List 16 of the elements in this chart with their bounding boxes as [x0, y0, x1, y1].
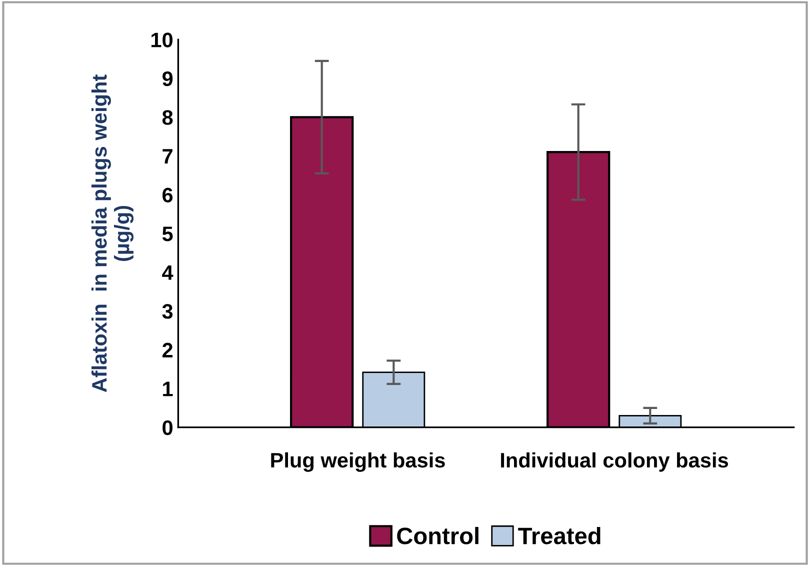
- y-tick-label: 6: [162, 188, 173, 202]
- x-tick-label: Plug weight basis: [271, 452, 445, 472]
- legend-label: Control: [397, 526, 478, 544]
- x-tick-label: Individual colony basis: [501, 452, 728, 472]
- y-tick-label: 2: [162, 342, 173, 358]
- y-tick-label: 9: [162, 71, 173, 86]
- y-tick-label: 0: [162, 420, 172, 436]
- legend-label: Treated: [518, 526, 600, 544]
- y-tick-label: 1: [163, 382, 173, 396]
- y-tick-label: 5: [162, 226, 173, 242]
- y-tick-label: 8: [162, 110, 173, 125]
- y-tick-label: 4: [162, 265, 174, 280]
- y-tick-label: 7: [162, 149, 172, 164]
- y-tick-label: 3: [162, 304, 173, 319]
- y-axis-title: Aflatoxin in media plugs weight (µg/g): [91, 74, 134, 392]
- y-tick-label: 10: [151, 32, 172, 48]
